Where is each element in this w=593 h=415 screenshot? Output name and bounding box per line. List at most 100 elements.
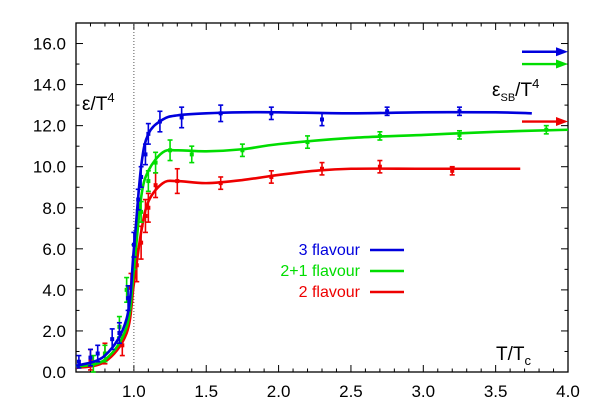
point-marker: [457, 109, 462, 114]
legend: 3 flavour 2+1 flavour 2 flavour: [280, 242, 404, 301]
y-tick-label: 10.0: [33, 158, 66, 177]
y-tick-label: 14.0: [33, 76, 66, 95]
data-point: [135, 188, 141, 211]
legend-item-2-1-flavour: 2+1 flavour: [280, 263, 404, 280]
point-marker: [139, 240, 144, 245]
point-marker: [240, 148, 245, 153]
point-marker: [143, 213, 148, 218]
point-marker: [305, 140, 310, 145]
point-marker: [88, 355, 93, 360]
sb-arrows: [522, 47, 568, 127]
data-point: [189, 145, 195, 164]
sb-label-main: ε: [492, 80, 501, 101]
data-point: [218, 104, 224, 123]
data-point: [76, 354, 82, 369]
sb-label-rest: /T: [515, 80, 532, 101]
data-point: [305, 135, 311, 150]
series-3-flavour: [75, 104, 532, 369]
data-point: [167, 139, 173, 162]
data-point: [142, 198, 148, 234]
sb-limit-label: εSB/T4: [492, 76, 539, 104]
legend-label: 2+1 flavour: [280, 263, 360, 280]
data-point: [384, 106, 390, 117]
x-tick-label: 3.5: [484, 382, 508, 401]
data-point: [145, 192, 151, 223]
y-tick-label: 2.0: [42, 322, 66, 341]
point-marker: [385, 109, 390, 114]
point-marker: [131, 242, 136, 247]
point-marker: [102, 351, 107, 356]
legend-label: 2 flavour: [299, 284, 361, 301]
point-marker: [143, 152, 148, 157]
point-marker: [91, 361, 96, 366]
sb-arrow-head: [556, 117, 568, 127]
sb-arrow-2-1-flavour: [522, 59, 568, 69]
point-marker: [124, 287, 129, 292]
legend-label: 3 flavour: [299, 242, 361, 259]
point-marker: [146, 205, 151, 210]
data-point: [145, 170, 151, 193]
legend-item-2-flavour: 2 flavour: [299, 284, 404, 301]
y-tick-label: 8.0: [42, 199, 66, 218]
point-marker: [218, 111, 223, 116]
data-point: [138, 225, 144, 260]
point-marker: [157, 119, 162, 124]
x-tick-label: 1.0: [122, 382, 146, 401]
data-point: [125, 284, 131, 312]
x-tick-label: 1.5: [194, 382, 218, 401]
x-tick-label: 2.5: [339, 382, 363, 401]
data-point: [268, 106, 274, 121]
point-marker: [168, 148, 173, 153]
y-axis-label: ε/T4: [82, 90, 115, 115]
sb-arrow-head: [556, 59, 568, 69]
point-marker: [269, 111, 274, 116]
x-tick-label: 3.0: [411, 382, 435, 401]
sb-arrow-2-flavour: [522, 117, 568, 127]
point-marker: [544, 127, 549, 132]
point-marker: [179, 115, 184, 120]
point-marker: [175, 179, 180, 184]
data-point: [138, 200, 144, 223]
x-tick-label: 2.0: [267, 382, 291, 401]
point-marker: [153, 160, 158, 165]
data-point: [319, 112, 325, 127]
sb-arrow-head: [556, 47, 568, 57]
data-point: [179, 106, 185, 129]
y-axis-label-main: ε/T: [82, 94, 108, 115]
point-marker: [320, 117, 324, 122]
point-marker: [139, 174, 144, 179]
data-point: [377, 131, 383, 141]
x-axis-label: T/Tc: [496, 344, 532, 368]
data-point: [543, 124, 549, 135]
point-marker: [457, 132, 462, 137]
data-point: [153, 151, 159, 174]
point-marker: [218, 181, 223, 186]
point-marker: [117, 330, 122, 335]
y-tick-label: 0.0: [42, 363, 66, 382]
data-point: [174, 167, 180, 195]
data-point: [456, 106, 462, 117]
data-point: [131, 231, 137, 258]
data-point: [456, 129, 462, 140]
data-point: [109, 328, 115, 351]
point-marker: [153, 183, 158, 188]
point-marker: [189, 152, 194, 157]
data-point: [116, 321, 122, 345]
point-marker: [76, 359, 81, 364]
series-line-2-1-flavour: [75, 128, 569, 369]
y-axis-label-sup: 4: [107, 90, 114, 105]
sb-label-sub: SB: [500, 92, 515, 104]
point-marker: [320, 166, 324, 171]
point-marker: [377, 133, 382, 138]
point-marker: [450, 168, 455, 173]
point-marker: [377, 164, 382, 169]
point-marker: [146, 131, 151, 136]
axis-ticks: 1.0 1.5 2.0 2.5 3.0 3.5 4.0 0.0 2.0 4.0 6.0 8.0 10.0…: [33, 23, 580, 401]
y-tick-label: 6.0: [42, 240, 66, 259]
sb-label-sup: 4: [532, 76, 539, 91]
data-point: [218, 176, 224, 191]
point-marker: [110, 337, 115, 342]
x-axis-label-main: T/T: [496, 344, 525, 365]
legend-item-3-flavour: 3 flavour: [299, 242, 404, 259]
